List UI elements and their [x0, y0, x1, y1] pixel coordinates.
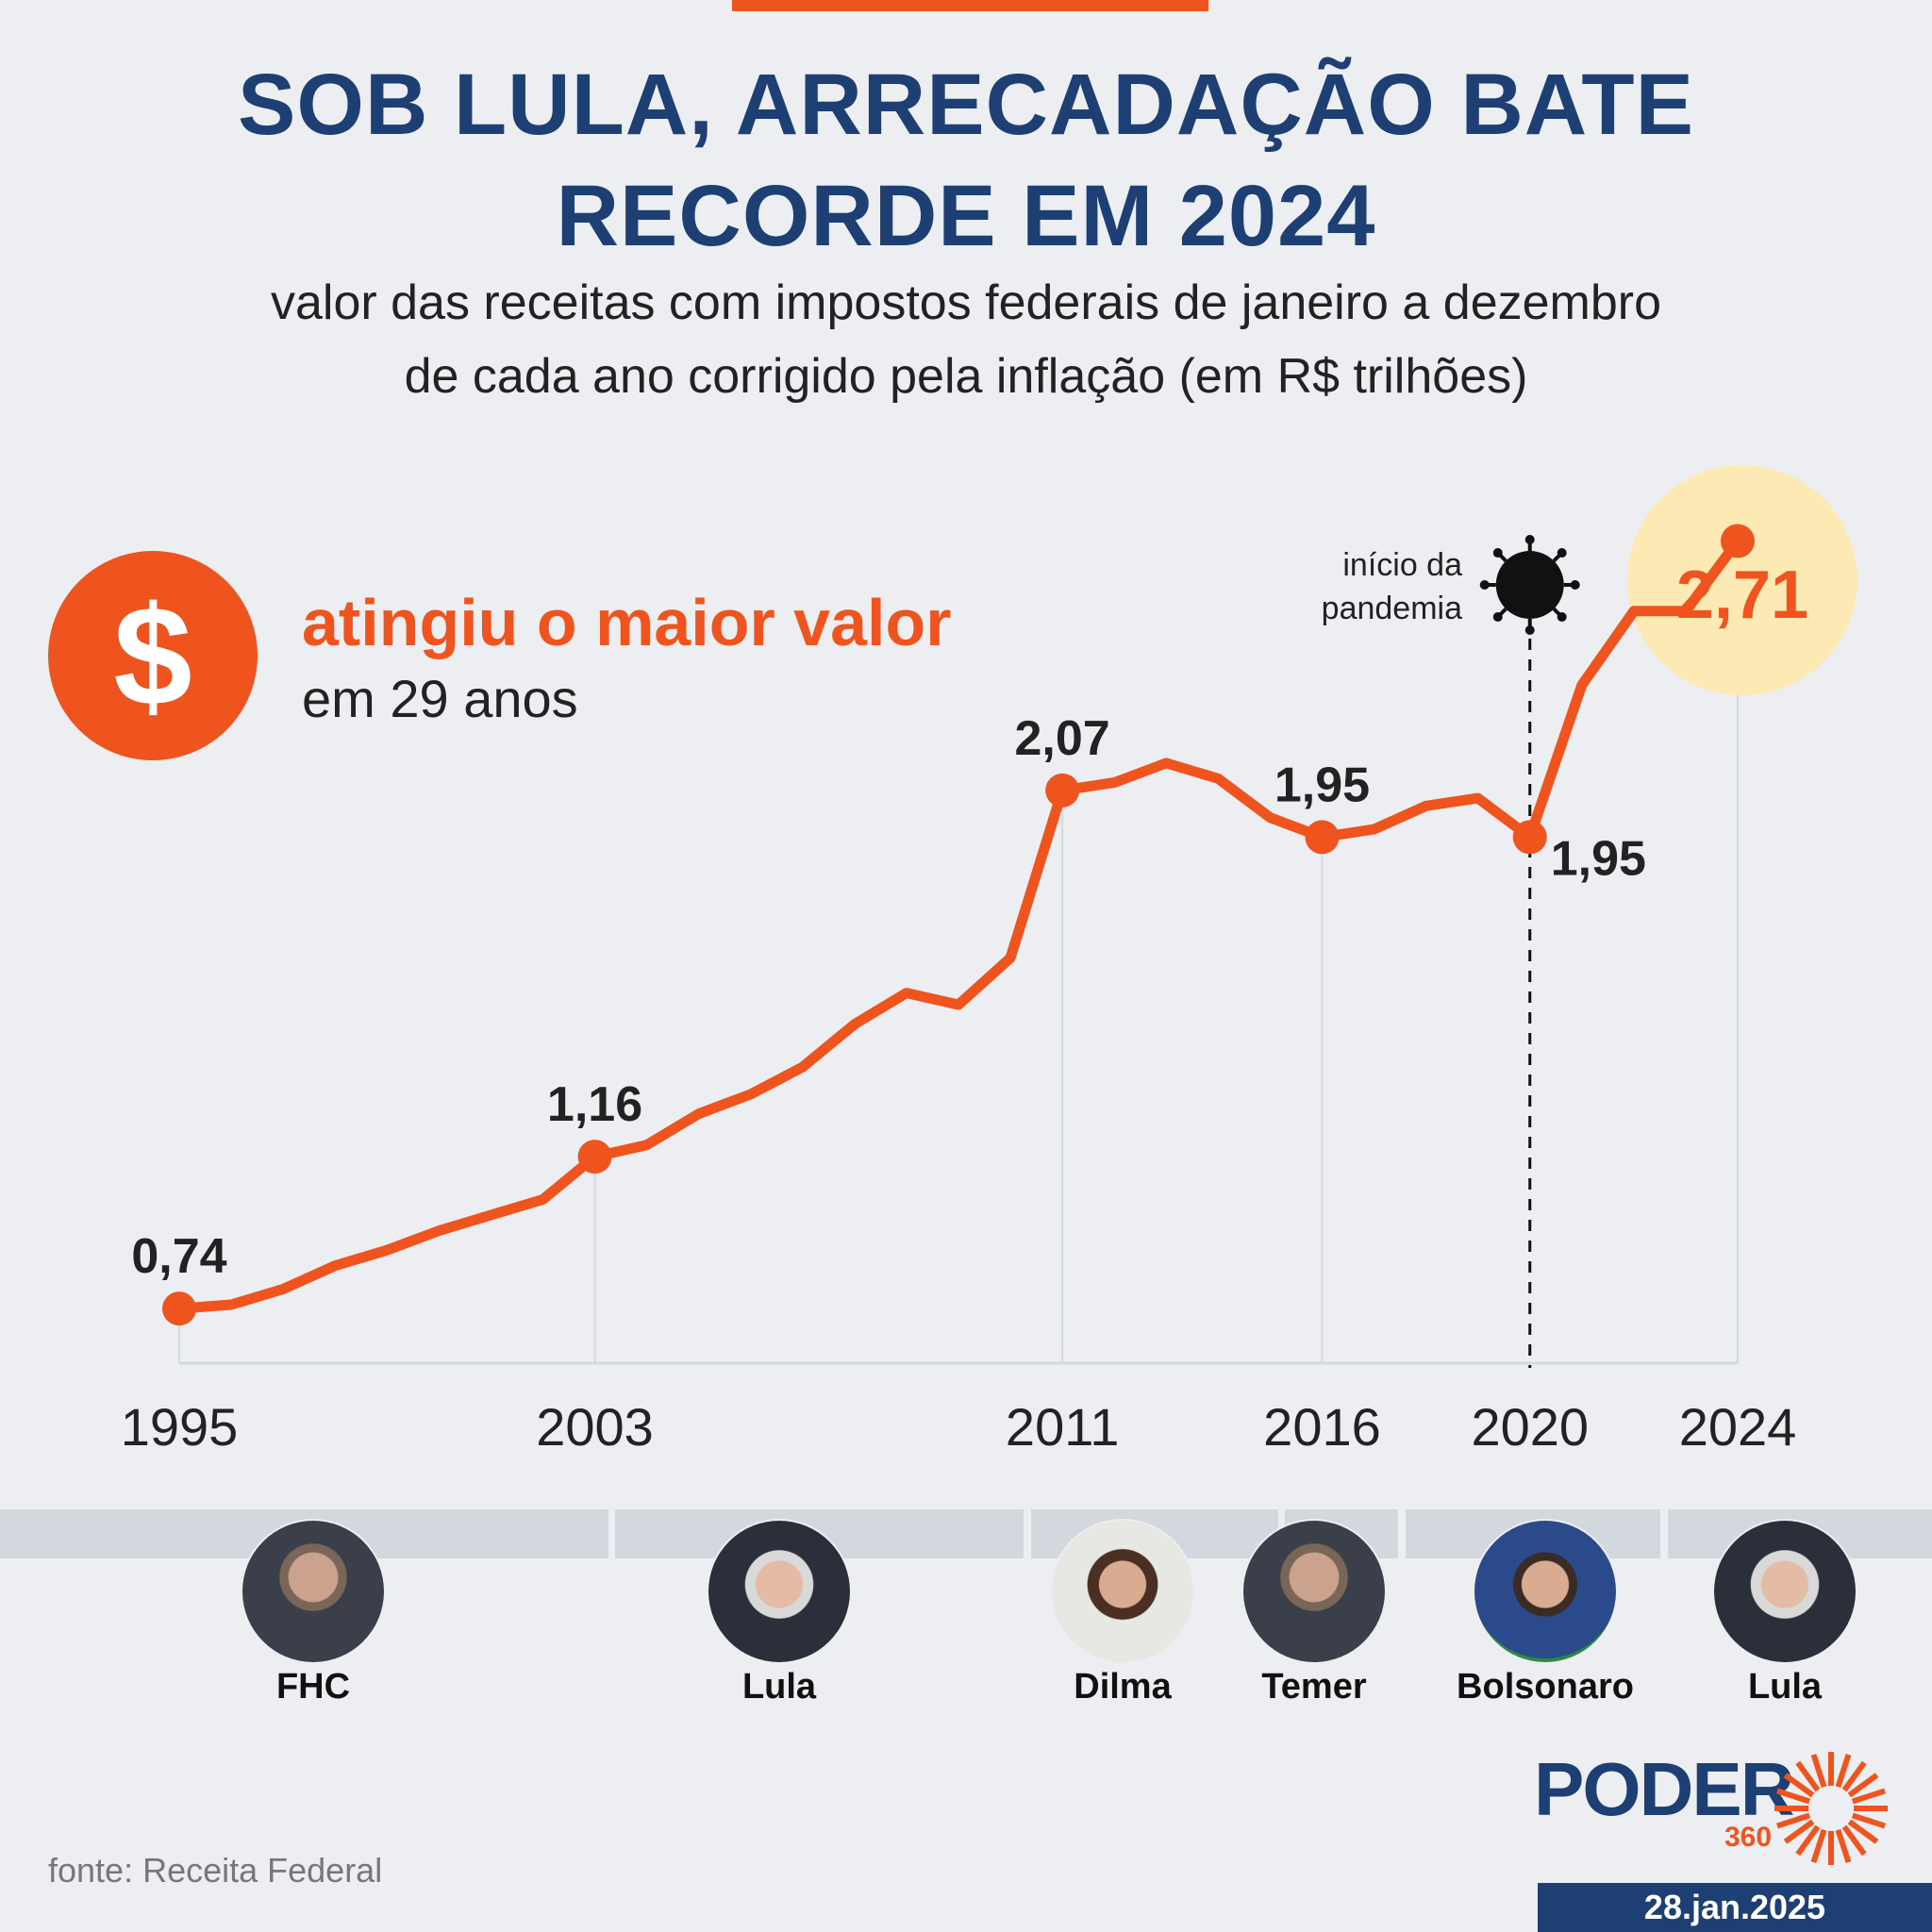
pandemic-label-line-1: início da — [1342, 547, 1462, 583]
sun-ray — [1851, 1788, 1886, 1805]
president-name: Lula — [1747, 1667, 1823, 1707]
virus-spike-tip — [1524, 535, 1535, 544]
virus-spike-tip — [1524, 625, 1535, 635]
pandemic-label: início da pandemia — [1226, 543, 1462, 630]
dollar-icon: $ — [48, 551, 258, 760]
data-point — [1512, 820, 1547, 855]
pandemic-label-line-2: pandemia — [1321, 591, 1462, 626]
sun-ray — [1783, 1773, 1815, 1798]
sun-ray — [1795, 1760, 1821, 1792]
avatar-temer — [1243, 1521, 1385, 1662]
x-tick-label: 2003 — [536, 1397, 654, 1457]
publish-date: 28.jan.2025 — [1538, 1883, 1932, 1932]
sun-ray — [1841, 1824, 1867, 1857]
callout-subtext: em 29 anos — [302, 669, 578, 728]
data-point — [1305, 820, 1340, 855]
sun-ray — [1851, 1812, 1886, 1829]
sun-ray — [1810, 1828, 1827, 1863]
data-label: 1,16 — [547, 1077, 642, 1132]
title-line-2: RECORDE EM 2024 — [556, 168, 1376, 264]
callout-headline: atingiu o maior valor — [302, 586, 952, 659]
title-line-1: SOB LULA, ARRECADAÇÃO BATE — [238, 57, 1694, 153]
page-title: SOB LULA, ARRECADAÇÃO BATE RECORDE EM 20… — [0, 49, 1932, 272]
avatar-bolsonaro — [1474, 1521, 1616, 1662]
page-subtitle: valor das receitas com impostos federais… — [0, 266, 1932, 413]
subtitle-line-1: valor das receitas com impostos federais… — [270, 275, 1662, 330]
sun-ray — [1795, 1824, 1821, 1857]
virus-spike-tip — [1479, 580, 1490, 590]
line-chart: 0,74 1,16 2,07 1,95 1,95 2,71 1995 2003 2011 2016… — [121, 465, 1857, 1457]
data-point — [577, 1140, 612, 1174]
x-tick-label: 2011 — [1006, 1397, 1119, 1457]
sun-ray — [1835, 1754, 1852, 1789]
sun-ray — [1783, 1819, 1815, 1844]
president-name: Bolsonaro — [1457, 1667, 1634, 1707]
sun-ray — [1841, 1760, 1867, 1792]
brand-logo-number: 360 — [1724, 1822, 1773, 1853]
x-tick-label: 2016 — [1263, 1397, 1381, 1457]
virus-spike-tip — [1557, 548, 1567, 558]
avatar-dilma — [1052, 1521, 1193, 1662]
sun-ray — [1847, 1819, 1879, 1844]
sun-ray — [1835, 1828, 1852, 1863]
avatar-fhc — [242, 1521, 384, 1662]
data-label: 2,07 — [1015, 711, 1110, 766]
virus-spike-tip — [1492, 548, 1503, 558]
president-name: FHC — [275, 1667, 351, 1707]
sun-ray — [1847, 1773, 1879, 1798]
sun-ray — [1810, 1754, 1827, 1789]
data-label: 2,71 — [1676, 558, 1808, 633]
president-name: Temer — [1261, 1667, 1367, 1707]
record-highlight-bubble — [1627, 465, 1857, 695]
data-label: 1,95 — [1551, 831, 1646, 886]
source-note: fonte: Receita Federal — [48, 1851, 383, 1890]
data-label: 1,95 — [1274, 758, 1370, 812]
sun-ray — [1776, 1812, 1811, 1829]
avatar-lula-2 — [1714, 1521, 1856, 1662]
data-point — [162, 1291, 196, 1326]
data-label: 0,74 — [131, 1229, 226, 1284]
president-name: Lula — [741, 1667, 817, 1707]
brand-logo-text: PODER — [1534, 1747, 1794, 1831]
top-accent-bar — [732, 0, 1208, 11]
avatar-lula — [708, 1521, 850, 1662]
virus-spike-tip — [1570, 580, 1580, 590]
virus-spike-tip — [1557, 611, 1567, 622]
sun-ray — [1776, 1788, 1811, 1805]
x-tick-label: 2020 — [1471, 1397, 1589, 1457]
president-name: Dilma — [1074, 1667, 1172, 1707]
x-tick-label: 2024 — [1679, 1397, 1797, 1457]
virus-spike-tip — [1492, 611, 1503, 622]
subtitle-line-2: de cada ano corrigido pela inflação (em … — [404, 349, 1528, 404]
virus-icon — [1495, 551, 1564, 619]
sun-logo-icon — [1774, 1752, 1888, 1865]
x-tick-label: 1995 — [121, 1397, 239, 1457]
data-point — [1045, 773, 1080, 808]
data-point — [1721, 524, 1755, 558]
revenue-series-line — [174, 536, 1743, 1314]
